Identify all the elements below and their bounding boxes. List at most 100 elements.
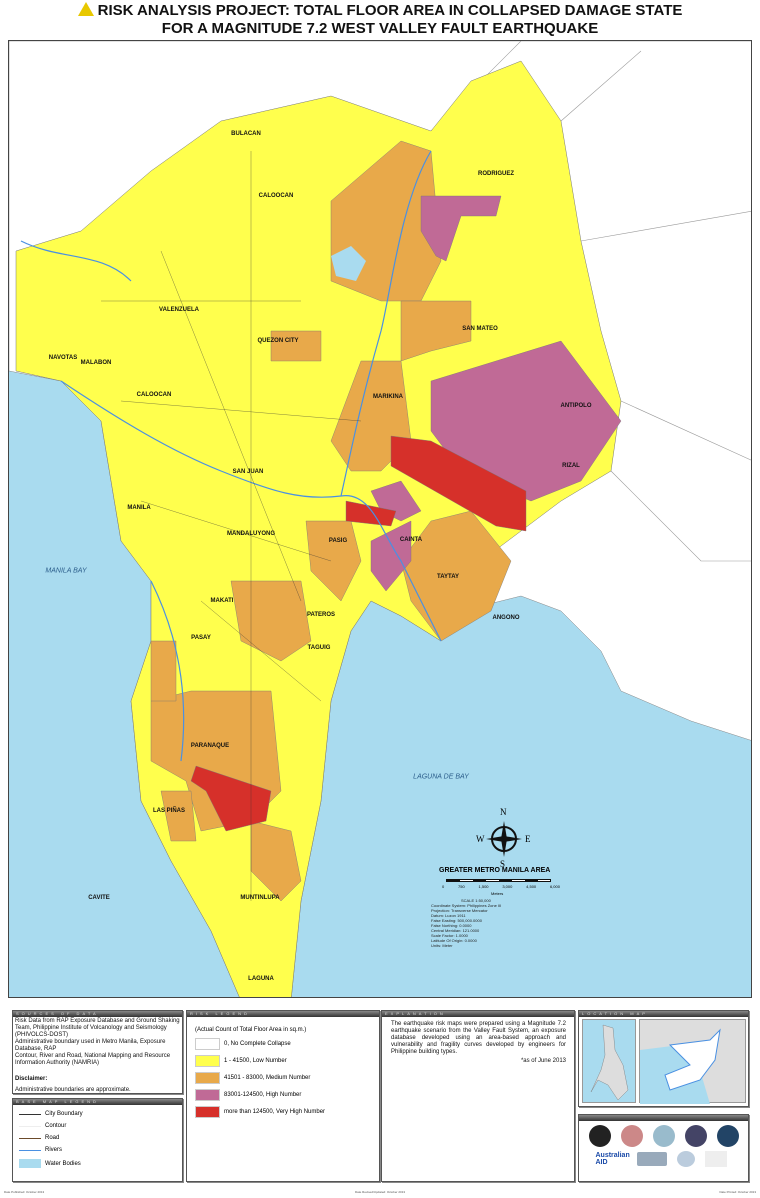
scale-tick: 0: [442, 884, 445, 889]
legend-label: 41501 - 83000, Medium Number: [224, 1075, 311, 1081]
legend-subtitle: (Actual Count of Total Floor Area in sq.…: [195, 1027, 307, 1033]
place-label: CAINTA: [399, 537, 423, 543]
agency-logo: [636, 1152, 667, 1166]
projection-line: Units: Meter: [431, 943, 453, 948]
scale-tick: 3,000: [502, 884, 513, 889]
legend-label: City Boundary: [45, 1111, 83, 1117]
scale-tick: 6,000: [549, 884, 560, 889]
warning-triangle-icon: [77, 2, 94, 16]
place-label: CAVITE: [88, 895, 110, 901]
disclaimer-title: Disclaimer:: [15, 1076, 48, 1082]
swatch-high: [195, 1089, 220, 1101]
explanation-text: The earthquake risk maps were prepared u…: [391, 1021, 566, 1055]
source-line: Risk Data from RAP Exposure Database and…: [15, 1018, 180, 1038]
map-frame[interactable]: BULACAN CALOOCAN RODRIGUEZ VALENZUELA SA…: [8, 40, 752, 998]
scale-bar: [446, 879, 551, 882]
date-printed: Date Printed: October 2013: [719, 1190, 756, 1194]
dost-logo: [588, 1125, 611, 1147]
contour-line: [19, 1125, 41, 1127]
compass-w: W: [476, 834, 485, 844]
title-line-2: FOR A MAGNITUDE 7.2 WEST VALLEY FAULT EA…: [161, 20, 599, 37]
place-label: MUNTINLUPA: [240, 895, 280, 901]
date-published: Date Published: October 2013: [4, 1190, 45, 1194]
panel-header: BASE MAP LEGEND: [13, 1099, 182, 1105]
place-label: PATEROS: [306, 612, 336, 618]
place-label: NAVOTAS: [48, 355, 78, 361]
panel-header: RISK LEGEND: [187, 1011, 379, 1017]
projection-line: Scale Factor: 1.0000: [431, 933, 468, 938]
place-label: CALOOCAN: [258, 193, 294, 199]
place-label: SAN JUAN: [232, 469, 264, 475]
logos-panel: Australian AID: [578, 1114, 749, 1182]
reservoir: [331, 246, 366, 281]
projection-line: Latitude Of Origin: 0.0000: [431, 938, 477, 943]
scale-tick: 1,500: [478, 884, 489, 889]
australian-government-logo: [704, 1151, 727, 1167]
map-canvas: [9, 41, 751, 997]
projection-line: False Easting: 500,000.0000: [431, 918, 482, 923]
agency-seal-logo: [652, 1125, 675, 1147]
agency-seal-logo: [684, 1125, 707, 1147]
water-label-laguna-de-bay: LAGUNA DE BAY: [413, 773, 469, 781]
place-label: PASAY: [191, 635, 211, 641]
projection-info: SCALE 1:50,000 Coordinate System: Philip…: [431, 898, 501, 948]
legend-label: 1 - 41500, Low Number: [224, 1058, 287, 1064]
scale-tick: 4,500: [526, 884, 537, 889]
place-label: RODRIGUEZ: [478, 171, 514, 177]
place-label: ANTIPOLO: [560, 403, 592, 409]
place-label: PARANAQUE: [190, 743, 230, 749]
swatch-none: [195, 1038, 220, 1050]
date-revised: Date Revised/Updated: October 2013: [355, 1190, 406, 1194]
place-label: CALOOCAN: [136, 392, 172, 398]
river-line: [19, 1149, 41, 1151]
place-label: QUEZON CITY: [257, 338, 299, 344]
disclaimer-text: Administrative boundaries are approximat…: [15, 1087, 131, 1093]
legend-label: Contour: [45, 1123, 67, 1129]
water-swatch: [19, 1159, 41, 1168]
compass-s: S: [500, 859, 506, 869]
projection-line: Central Meridian: 121.0000: [431, 928, 480, 933]
legend-label: Rivers: [45, 1147, 63, 1153]
compass-e: E: [525, 834, 531, 844]
australian-aid-logo: Australian AID: [595, 1152, 630, 1166]
legend-label: Water Bodies: [45, 1160, 81, 1167]
city-boundary-line: [19, 1113, 41, 1115]
legend-label: Road: [45, 1135, 60, 1141]
place-label: MAKATI: [210, 598, 234, 604]
projection-line: Coordinate System: Philippines Zone III: [431, 903, 502, 908]
place-label: VALENZUELA: [159, 307, 199, 313]
zones-high: [370, 195, 622, 592]
explanation-panel: EXPLANATION The earthquake risk maps wer…: [381, 1010, 575, 1182]
road-line: [19, 1137, 41, 1139]
place-label: MARIKINA: [373, 394, 403, 400]
place-label: PASIG: [328, 538, 348, 544]
scale-ticks: 0 750 1,500 3,000 4,500 6,000: [442, 884, 560, 889]
base-map-legend: BASE MAP LEGEND City Boundary Contour Ro…: [12, 1098, 183, 1182]
philippines-inset: [582, 1019, 636, 1103]
place-label: MALABON: [80, 360, 112, 366]
roads: [101, 151, 362, 901]
panel-header: EXPLANATION: [382, 1011, 574, 1017]
swatch-medium: [195, 1072, 220, 1084]
sources-panel: SOURCES OF DATA Risk Data from RAP Expos…: [12, 1010, 183, 1094]
source-line: Contour, River and Road, National Mappin…: [15, 1053, 171, 1066]
scale-tick: 750: [458, 884, 465, 889]
place-label: TAYTAY: [436, 574, 460, 580]
compass-icon: [486, 821, 522, 857]
panel-header: [579, 1115, 748, 1121]
risk-legend: RISK LEGEND (Actual Count of Total Floor…: [186, 1010, 380, 1182]
place-label: TAGUIG: [307, 645, 331, 651]
area-title: GREATER METRO MANILA AREA: [439, 867, 551, 874]
projection-line: False Northing: 0.0000: [431, 923, 472, 928]
water-label-manila-bay: MANILA BAY: [45, 567, 87, 575]
metro-inset: [639, 1019, 746, 1104]
place-label: LAS PIÑAS: [152, 808, 186, 814]
panel-header: SOURCES OF DATA: [13, 1011, 182, 1017]
swatch-very-high: [195, 1106, 220, 1118]
compass-n: N: [500, 807, 507, 817]
agency-seal-logo: [620, 1125, 643, 1147]
explanation-note: *as of June 2013: [520, 1058, 566, 1064]
place-label: SAN MATEO: [462, 326, 498, 332]
map-title: RISK ANALYSIS PROJECT: TOTAL FLOOR AREA …: [0, 2, 760, 38]
place-label: LAGUNA: [248, 976, 274, 982]
